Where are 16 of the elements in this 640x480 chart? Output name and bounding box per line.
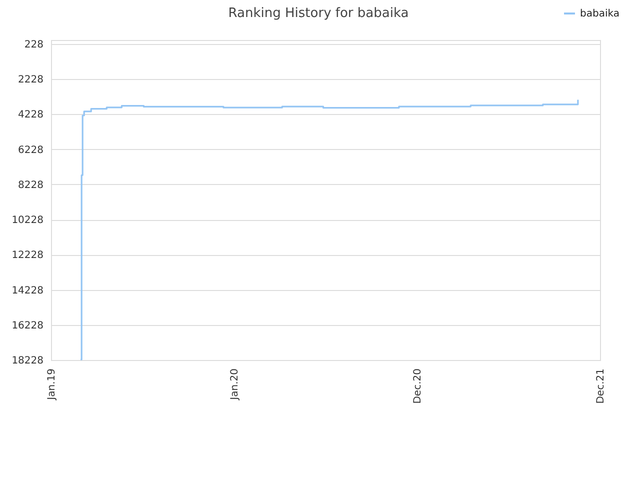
y-tick-label: 12228 [12,250,44,262]
y-tick-label: 4228 [18,110,44,121]
x-tick-label: Dec.21 [596,368,606,404]
y-tick-label: 228 [24,40,44,51]
y-tick-label: 14228 [12,285,44,296]
y-tick-label: 10228 [12,215,44,226]
y-tick-label: 2228 [18,74,44,86]
x-tick-label: Dec.20 [412,368,424,404]
legend-label: babaika [580,8,620,20]
y-tick-label: 16228 [12,320,44,332]
y-tick-label: 6228 [18,144,44,156]
y-tick-label: 8228 [18,180,44,191]
x-tick-label: Jan.19 [46,368,58,401]
y-tick-label: 18228 [12,356,44,366]
chart-title: Ranking History for babaika [228,6,409,21]
x-tick-label: Jan.20 [230,368,240,401]
